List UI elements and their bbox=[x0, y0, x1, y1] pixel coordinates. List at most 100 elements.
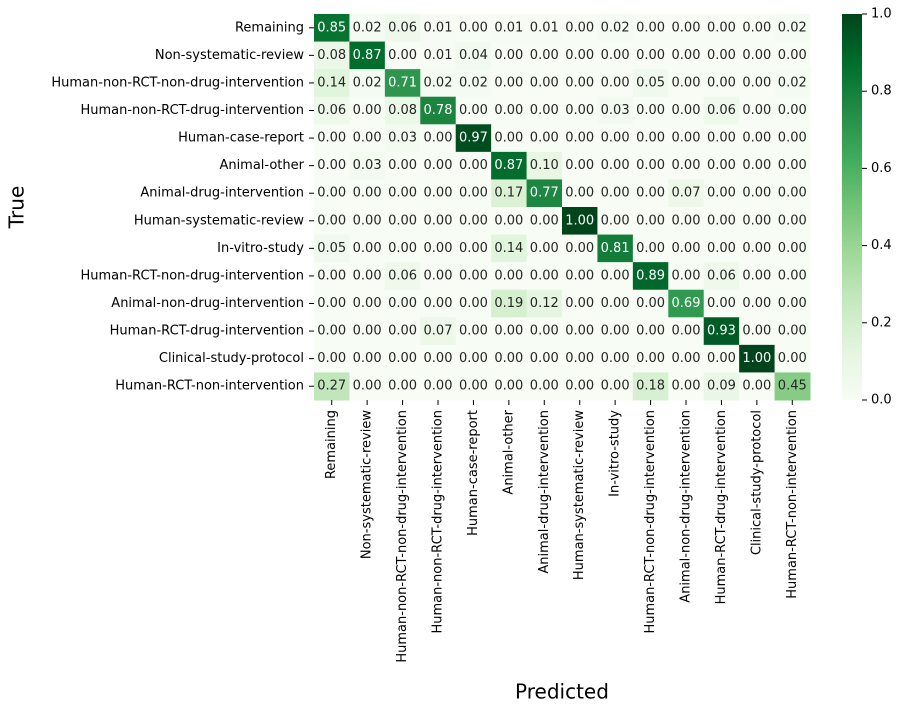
cell-label: 0.00 bbox=[672, 20, 701, 35]
cell-label: 0.00 bbox=[565, 351, 594, 366]
heatmap-cell bbox=[420, 124, 457, 153]
cell-label: 0.19 bbox=[494, 296, 523, 311]
x-tick-label: Animal-non-drug-intervention bbox=[679, 410, 694, 603]
heatmap-cell bbox=[703, 317, 740, 346]
heatmap-cell bbox=[526, 179, 563, 208]
y-tick-label: Human-RCT-drug-intervention bbox=[110, 324, 304, 339]
colorbar-tick-label: 0.8 bbox=[871, 84, 892, 99]
cell-label: 0.00 bbox=[707, 158, 736, 173]
cell-label: 0.00 bbox=[601, 213, 630, 228]
heatmap-cell bbox=[597, 151, 634, 180]
heatmap-cell bbox=[632, 372, 669, 401]
cell-label: 0.00 bbox=[459, 324, 488, 339]
cell-label: 0.00 bbox=[424, 268, 453, 283]
cell-label: 0.03 bbox=[353, 158, 382, 173]
y-tick-label: Animal-drug-intervention bbox=[140, 186, 304, 201]
cell-label: 0.00 bbox=[459, 379, 488, 394]
heatmap-cell bbox=[349, 289, 386, 318]
cell-label: 0.00 bbox=[424, 158, 453, 173]
cell-label: 0.69 bbox=[672, 296, 701, 311]
cell-label: 0.00 bbox=[707, 20, 736, 35]
cell-label: 0.00 bbox=[353, 241, 382, 256]
cell-label: 0.00 bbox=[742, 296, 771, 311]
cell-label: 0.00 bbox=[317, 213, 346, 228]
heatmap-cell bbox=[384, 179, 421, 208]
cell-label: 0.02 bbox=[778, 75, 807, 90]
cell-label: 0.00 bbox=[601, 324, 630, 339]
heatmap-cell bbox=[668, 14, 705, 43]
cell-label: 0.87 bbox=[494, 158, 523, 173]
heatmap-cell bbox=[774, 41, 811, 70]
y-tick-label: Non-systematic-review bbox=[155, 48, 304, 63]
cell-label: 0.00 bbox=[388, 296, 417, 311]
heatmap-cell bbox=[526, 207, 563, 236]
heatmap-cell bbox=[526, 124, 563, 153]
cell-label: 0.00 bbox=[742, 241, 771, 256]
colorbar-tick-label: 0.2 bbox=[871, 315, 892, 330]
heatmap-cell bbox=[384, 317, 421, 346]
heatmap-cell bbox=[455, 151, 492, 180]
cell-label: 0.09 bbox=[707, 379, 736, 394]
heatmap-cell bbox=[349, 344, 386, 373]
cell-label: 0.08 bbox=[388, 103, 417, 118]
x-tick-label: Clinical-study-protocol bbox=[749, 410, 764, 555]
heatmap-cell bbox=[491, 344, 528, 373]
cell-label: 0.00 bbox=[565, 103, 594, 118]
heatmap-cell bbox=[314, 151, 350, 180]
cell-label: 0.00 bbox=[707, 213, 736, 228]
x-tick-label: In-vitro-study bbox=[608, 410, 623, 497]
cell-label: 0.10 bbox=[530, 158, 559, 173]
heatmap-cell bbox=[774, 179, 811, 208]
cell-label: 0.00 bbox=[742, 186, 771, 201]
cell-label: 0.81 bbox=[601, 241, 630, 256]
heatmap-cell bbox=[455, 372, 492, 401]
x-tick-label: Animal-drug-intervention bbox=[537, 410, 552, 574]
heatmap-cell bbox=[562, 124, 598, 153]
heatmap-cell bbox=[526, 96, 563, 125]
cell-label: 0.00 bbox=[778, 296, 807, 311]
cell-label: 0.00 bbox=[317, 158, 346, 173]
heatmap-cell bbox=[739, 207, 776, 236]
heatmap-cell bbox=[597, 14, 634, 43]
heatmap-cell bbox=[668, 96, 705, 125]
heatmap-cell bbox=[597, 317, 634, 346]
cell-label: 0.06 bbox=[388, 268, 417, 283]
cell-label: 0.00 bbox=[317, 268, 346, 283]
x-tick-label: Non-systematic-review bbox=[360, 410, 375, 559]
heatmap-cell bbox=[632, 14, 669, 43]
cell-label: 0.00 bbox=[353, 324, 382, 339]
y-tick-label: Human-non-RCT-drug-intervention bbox=[80, 103, 304, 118]
heatmap-cell bbox=[739, 96, 776, 125]
cell-label: 0.00 bbox=[601, 351, 630, 366]
cell-label: 0.00 bbox=[742, 158, 771, 173]
heatmap-cell bbox=[455, 262, 492, 291]
cell-label: 0.00 bbox=[353, 186, 382, 201]
heatmap-cell bbox=[349, 124, 386, 153]
heatmap-cell bbox=[774, 151, 811, 180]
heatmap-cell bbox=[739, 344, 776, 373]
cell-label: 1.00 bbox=[742, 351, 771, 366]
heatmap-cell bbox=[384, 234, 421, 263]
heatmap-cell bbox=[668, 179, 705, 208]
heatmap-cell bbox=[491, 96, 528, 125]
heatmap-cell bbox=[384, 96, 421, 125]
cell-label: 1.00 bbox=[565, 213, 594, 228]
heatmap-cell bbox=[420, 14, 457, 43]
cell-label: 0.00 bbox=[353, 379, 382, 394]
cell-label: 0.00 bbox=[459, 186, 488, 201]
heatmap-cell bbox=[349, 179, 386, 208]
cell-label: 0.00 bbox=[388, 186, 417, 201]
heatmap-cell bbox=[384, 14, 421, 43]
y-tick-label: Animal-non-drug-intervention bbox=[111, 296, 304, 311]
heatmap-cell bbox=[632, 69, 669, 98]
heatmap-cell bbox=[597, 344, 634, 373]
cell-label: 0.00 bbox=[530, 213, 559, 228]
cell-label: 0.06 bbox=[317, 103, 346, 118]
cell-label: 0.00 bbox=[494, 379, 523, 394]
colorbar-tick-label: 0.0 bbox=[871, 393, 892, 408]
cell-label: 0.00 bbox=[565, 324, 594, 339]
heatmap-cell bbox=[703, 41, 740, 70]
cell-label: 0.00 bbox=[636, 324, 665, 339]
cell-label: 0.87 bbox=[353, 48, 382, 63]
